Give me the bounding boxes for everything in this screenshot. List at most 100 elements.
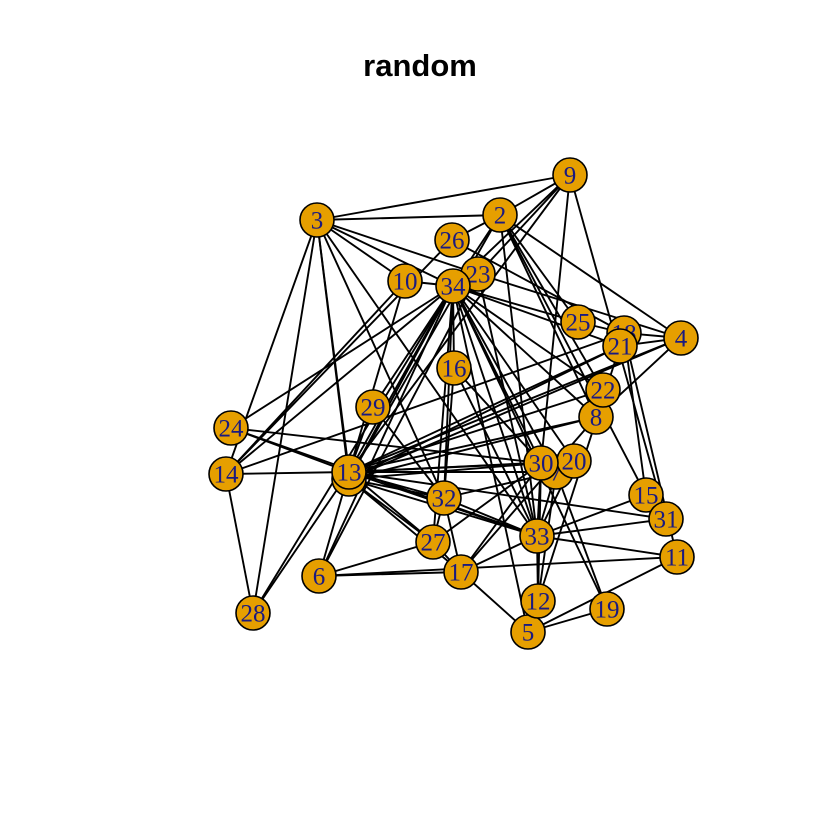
edge-24-30 bbox=[230, 427, 542, 464]
edge-2-15 bbox=[499, 214, 647, 496]
edge-21-13 bbox=[348, 345, 621, 473]
edge-13-28 bbox=[252, 471, 350, 614]
edge-3-33 bbox=[316, 219, 538, 537]
edge-14-28 bbox=[225, 473, 254, 614]
node-label: 4 bbox=[675, 326, 688, 353]
node-label: 22 bbox=[591, 378, 616, 405]
node-circle bbox=[434, 222, 470, 258]
node-circle bbox=[560, 304, 596, 340]
edge-13-31 bbox=[348, 471, 667, 520]
node-circle bbox=[331, 454, 367, 490]
node-label: 13 bbox=[337, 460, 362, 487]
node-4: 4 bbox=[663, 320, 699, 356]
node-10: 10 bbox=[387, 263, 423, 299]
node-label: 9 bbox=[564, 163, 577, 190]
edge-16-33 bbox=[453, 367, 538, 537]
edge-16-32 bbox=[443, 367, 455, 499]
node-label: 34 bbox=[441, 274, 467, 301]
edge-2-4 bbox=[499, 214, 682, 339]
node-label: 20 bbox=[562, 449, 587, 476]
node-label: 16 bbox=[442, 356, 467, 383]
node-27: 27 bbox=[415, 524, 451, 560]
edge-33-15 bbox=[536, 494, 647, 537]
node-label: 31 bbox=[654, 507, 679, 534]
node-21: 21 bbox=[602, 328, 638, 364]
edge-34-24 bbox=[230, 285, 454, 429]
node-label: 6 bbox=[313, 564, 326, 591]
node-circle bbox=[659, 539, 695, 575]
node-14: 14 bbox=[208, 456, 244, 492]
edge-16-30 bbox=[453, 367, 542, 464]
edge-8-1 bbox=[348, 416, 597, 480]
node-label: 5 bbox=[522, 620, 535, 647]
node-19: 19 bbox=[589, 591, 625, 627]
node-25: 25 bbox=[560, 304, 596, 340]
node-circle bbox=[585, 372, 621, 408]
node-label: 12 bbox=[526, 589, 551, 616]
node-label: 15 bbox=[634, 483, 659, 510]
edge-30-17 bbox=[460, 462, 542, 573]
node-label: 26 bbox=[440, 228, 465, 255]
node-32: 32 bbox=[426, 480, 462, 516]
edge-29-32 bbox=[372, 406, 445, 499]
node-9: 9 bbox=[552, 157, 588, 193]
node-layer: 1234567891011121314151617181920212223242… bbox=[208, 157, 699, 650]
edge-23-6 bbox=[318, 273, 479, 577]
node-circle bbox=[435, 268, 471, 304]
edge-34-25 bbox=[452, 285, 579, 323]
edge-34-21 bbox=[452, 285, 621, 347]
edge-9-23 bbox=[477, 174, 571, 275]
node-label: 10 bbox=[393, 269, 418, 296]
edge-8-13 bbox=[348, 416, 597, 473]
node-label: 24 bbox=[219, 416, 245, 443]
edge-3-10 bbox=[316, 219, 406, 282]
edge-22-13 bbox=[348, 389, 604, 473]
edge-34-7 bbox=[452, 285, 557, 473]
edge-34-5 bbox=[452, 285, 529, 633]
node-label: 27 bbox=[421, 530, 446, 557]
edge-34-6 bbox=[318, 285, 454, 577]
node-label: 8 bbox=[590, 405, 603, 432]
edge-2-25 bbox=[499, 214, 579, 323]
edge-34-33 bbox=[452, 285, 538, 537]
edge-34-8 bbox=[452, 285, 597, 418]
node-label: 29 bbox=[361, 395, 386, 422]
node-label: 28 bbox=[241, 601, 266, 628]
node-8: 8 bbox=[578, 399, 614, 435]
node-17: 17 bbox=[443, 554, 479, 590]
node-16: 16 bbox=[436, 350, 472, 386]
node-circle bbox=[213, 410, 249, 446]
node-label: 2 bbox=[494, 203, 507, 230]
edge-2-22 bbox=[499, 214, 604, 391]
node-label: 11 bbox=[665, 545, 689, 572]
node-circle bbox=[602, 328, 638, 364]
edge-34-14 bbox=[225, 285, 454, 475]
node-3: 3 bbox=[299, 202, 335, 238]
node-circle bbox=[523, 445, 559, 481]
node-label: 32 bbox=[432, 486, 457, 513]
node-30: 30 bbox=[523, 445, 559, 481]
edge-8-17 bbox=[460, 416, 597, 573]
node-circle bbox=[355, 389, 391, 425]
node-24: 24 bbox=[213, 410, 249, 446]
edge-3-23 bbox=[316, 219, 479, 275]
node-12: 12 bbox=[520, 583, 556, 619]
edge-34-20 bbox=[452, 285, 575, 462]
node-label: 21 bbox=[608, 334, 633, 361]
edge-23-33 bbox=[477, 273, 538, 537]
node-label: 3 bbox=[311, 208, 324, 235]
node-15: 15 bbox=[628, 477, 664, 513]
edge-2-8 bbox=[499, 214, 597, 418]
node-circle bbox=[482, 197, 518, 233]
node-2: 2 bbox=[482, 197, 518, 233]
node-circle bbox=[299, 202, 335, 238]
edge-layer bbox=[225, 174, 682, 633]
node-20: 20 bbox=[556, 443, 592, 479]
node-circle bbox=[663, 320, 699, 356]
edge-7-19 bbox=[555, 471, 608, 610]
edge-3-32 bbox=[316, 219, 445, 499]
edge-9-30 bbox=[540, 174, 571, 464]
node-circle bbox=[208, 456, 244, 492]
node-22: 22 bbox=[585, 372, 621, 408]
node-circle bbox=[301, 558, 337, 594]
